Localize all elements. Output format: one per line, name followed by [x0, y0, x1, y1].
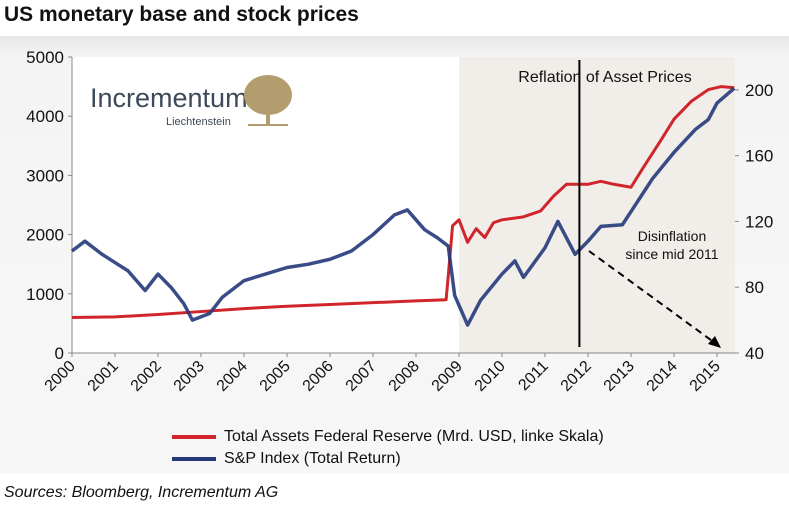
y-right-tick-label: 200	[745, 81, 773, 100]
legend-item-fed: Total Assets Federal Reserve (Mrd. USD, …	[172, 428, 604, 446]
annotation-reflation: Reflation of Asset Prices	[518, 69, 691, 86]
legend-swatch-fed	[172, 435, 216, 439]
y-right-tick-label: 160	[745, 147, 773, 166]
y-left-tick-label: 1000	[26, 285, 64, 304]
x-tick-label: 2008	[386, 358, 423, 395]
series-line-sp-index	[70, 86, 736, 327]
x-tick-label: 2012	[558, 358, 595, 395]
x-tick-label: 2004	[214, 358, 251, 395]
logo-tree-ground	[248, 124, 288, 126]
x-tick-label: 2009	[429, 358, 466, 395]
legend-swatch-sp	[172, 457, 216, 461]
logo-tree-trunk	[266, 108, 270, 125]
annotation-disinflation: Disinflation	[638, 228, 706, 244]
logo-subtitle: Liechtenstein	[166, 116, 231, 128]
x-tick-label: 2006	[300, 358, 337, 395]
legend-label-fed: Total Assets Federal Reserve (Mrd. USD, …	[224, 428, 604, 445]
y-right-tick-label: 40	[745, 344, 764, 363]
x-tick-label: 2011	[515, 358, 551, 394]
x-tick-label: 2001	[85, 358, 122, 395]
legend-item-sp: S&P Index (Total Return)	[172, 450, 401, 468]
logo-wordmark: Incrementum	[90, 83, 248, 113]
shaded-region	[459, 57, 735, 353]
disinflation-arrow	[588, 250, 716, 344]
y-left-tick-label: 3000	[26, 166, 64, 185]
y-left-tick-label: 2000	[26, 226, 64, 245]
x-tick-label: 2002	[128, 358, 165, 395]
disinflation-arrowhead-icon	[708, 336, 721, 348]
legend-label-sp: S&P Index (Total Return)	[224, 450, 401, 467]
x-tick-label: 2014	[644, 358, 681, 395]
logo-tree-icon	[244, 75, 292, 115]
chart-title: US monetary base and stock prices	[4, 3, 359, 26]
sources-note: Sources: Bloomberg, Incrementum AG	[4, 484, 279, 501]
x-tick-label: 2013	[601, 358, 638, 395]
y-left-tick-label: 5000	[26, 48, 64, 67]
annotation-since-mid-2011: since mid 2011	[625, 246, 718, 262]
x-tick-label: 2007	[343, 358, 380, 395]
x-tick-label: 2005	[257, 358, 294, 395]
x-tick-label: 2010	[472, 358, 509, 395]
x-tick-label: 2000	[42, 358, 79, 395]
y-left-tick-label: 4000	[26, 107, 64, 126]
x-tick-label: 2015	[687, 358, 724, 395]
series-line-fed-assets	[71, 85, 735, 319]
y-right-tick-label: 80	[745, 278, 764, 297]
y-left-tick-label: 0	[55, 344, 64, 363]
x-tick-label: 2003	[171, 358, 208, 395]
y-right-tick-label: 120	[745, 212, 773, 231]
